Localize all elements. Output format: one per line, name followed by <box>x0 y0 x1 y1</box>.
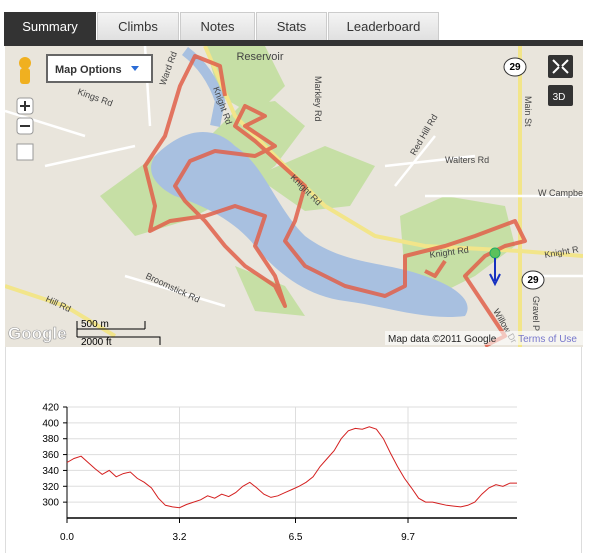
pan-control[interactable] <box>16 143 34 161</box>
y-tick-label: 340 <box>42 466 59 477</box>
roads <box>5 46 583 347</box>
map-label: Main St <box>523 96 533 127</box>
tab[interactable]: Leaderboard <box>328 12 439 40</box>
tab[interactable]: Stats <box>256 12 327 40</box>
x-tick-label: 9.7 <box>401 532 415 543</box>
terms-link[interactable]: Terms of Use <box>518 334 577 345</box>
map-label: W Campbe <box>538 188 583 198</box>
fullscreen-button[interactable] <box>548 55 573 78</box>
pegman[interactable] <box>19 57 31 69</box>
y-tick-label: 400 <box>42 418 59 429</box>
direction-arrow <box>489 258 501 287</box>
elevation-chart: 300 320 340 360 380 400 420 0.0 3.2 6.5 9.7 <box>42 403 517 543</box>
y-tick-label: 300 <box>42 498 59 509</box>
route-shields: 29 29 <box>503 57 545 290</box>
x-tick-label: 6.5 <box>289 532 303 543</box>
tab-bar <box>4 40 583 46</box>
tab[interactable]: Climbs <box>97 12 179 40</box>
map-label: Gravel P <box>531 296 541 331</box>
route-shield: 29 <box>527 275 539 286</box>
chart-frame <box>5 347 582 553</box>
tab[interactable]: Summary <box>4 12 96 40</box>
map-options-label[interactable]: Map Options <box>55 64 122 76</box>
y-tick-label: 420 <box>42 403 59 414</box>
x-tick-label: 0.0 <box>60 532 74 543</box>
3d-button[interactable] <box>548 85 573 106</box>
map-label: Walters Rd <box>445 155 489 165</box>
attribution: Map data ©2011 Google <box>388 334 497 345</box>
scale-imperial: 2000 ft <box>81 337 112 347</box>
tab[interactable]: Notes <box>180 12 255 40</box>
3d-label[interactable]: 3D <box>553 92 566 103</box>
route <box>143 54 527 347</box>
route-shield: 29 <box>509 62 521 73</box>
map[interactable]: Reservoir Ward Rd Knight Rd Markley Rd K… <box>5 46 583 347</box>
start-marker <box>489 247 501 259</box>
lake <box>151 132 468 318</box>
y-tick-label: 380 <box>42 434 59 445</box>
y-tick-label: 320 <box>42 482 59 493</box>
elevation-line <box>66 426 517 509</box>
map-label: Markley Rd <box>313 76 323 122</box>
google-logo: Google <box>8 324 67 343</box>
map-label: Reservoir <box>236 51 283 63</box>
map-controls[interactable]: Map Options 3D <box>16 54 573 161</box>
x-tick-label: 3.2 <box>173 532 187 543</box>
y-tick-label: 360 <box>42 450 59 461</box>
reservoir-channel <box>181 47 226 127</box>
scale-metric: 500 m <box>81 319 109 330</box>
scale-bar: 500 m 2000 ft <box>76 319 161 347</box>
